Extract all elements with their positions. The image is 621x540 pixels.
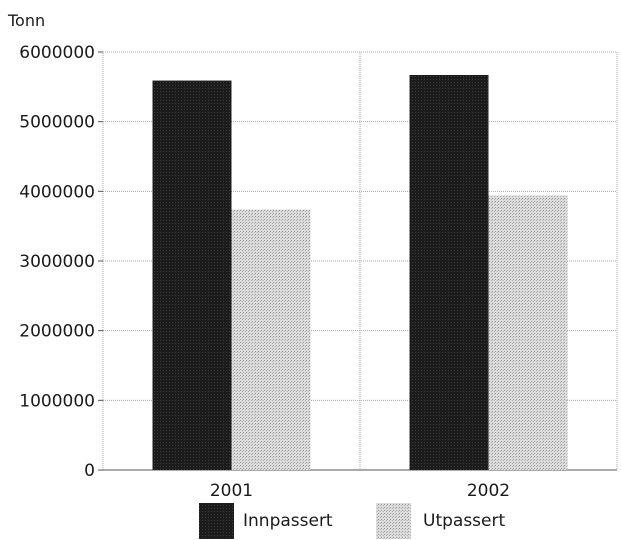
y-tick-label: 4000000 [19, 182, 95, 202]
y-tick-label: 3000000 [19, 252, 95, 272]
y-tick-label: 2000000 [19, 322, 95, 342]
bar-utpassert-2002 [488, 195, 568, 470]
legend-label-utpassert: Utpassert [423, 511, 505, 531]
legend-label-innpassert: Innpassert [243, 511, 333, 531]
bar-innpassert-2002 [409, 74, 489, 471]
x-tick-label: 2002 [467, 481, 510, 501]
legend-swatch-innpassert [199, 503, 234, 539]
x-axis-labels: 2001 2002 [210, 481, 510, 501]
y-tick-label: 1000000 [19, 391, 95, 411]
x-tick-label: 2001 [210, 481, 253, 501]
y-tick-label: 6000000 [19, 43, 95, 63]
y-tick-label: 5000000 [19, 113, 95, 133]
bars [152, 74, 568, 471]
bar-innpassert-2001 [152, 80, 232, 471]
bar-utpassert-2001 [231, 209, 311, 471]
legend-swatch-utpassert [376, 503, 411, 539]
legend: Innpassert Utpassert [199, 503, 505, 539]
y-axis-ticks: 0 1000000 2000000 3000000 4000000 5000000 6000… [19, 43, 103, 481]
y-axis-unit-label: Tonn [7, 11, 45, 30]
y-tick-label: 0 [84, 461, 95, 481]
